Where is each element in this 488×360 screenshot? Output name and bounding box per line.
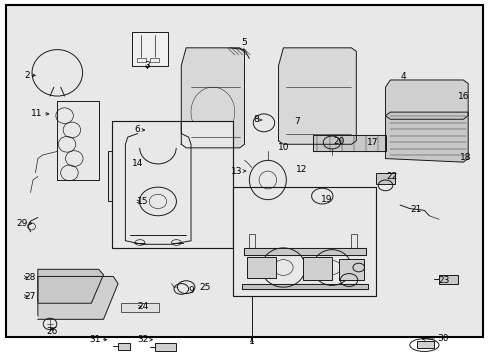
- Text: 29: 29: [17, 219, 28, 228]
- Bar: [120, 303, 159, 312]
- Text: 8: 8: [253, 116, 259, 125]
- Bar: [302, 257, 331, 280]
- Text: 32: 32: [137, 335, 148, 344]
- Bar: [108, 152, 119, 202]
- Polygon shape: [38, 276, 118, 319]
- Polygon shape: [244, 248, 366, 255]
- Text: 7: 7: [293, 117, 299, 126]
- FancyBboxPatch shape: [6, 5, 482, 337]
- Text: 21: 21: [410, 205, 421, 214]
- Bar: [339, 258, 363, 280]
- Bar: [122, 152, 133, 202]
- Text: 2: 2: [24, 71, 30, 80]
- Bar: [249, 234, 255, 248]
- Text: 6: 6: [134, 126, 140, 135]
- Text: 1: 1: [248, 337, 254, 346]
- Bar: [131, 32, 168, 66]
- Bar: [351, 234, 357, 248]
- Text: 12: 12: [295, 165, 306, 174]
- Polygon shape: [385, 80, 467, 119]
- Text: 27: 27: [25, 292, 36, 301]
- Bar: [136, 58, 146, 62]
- Text: 20: 20: [332, 137, 344, 146]
- Polygon shape: [242, 284, 368, 289]
- Bar: [118, 343, 130, 350]
- Text: 13: 13: [230, 167, 242, 176]
- Text: 5: 5: [241, 38, 247, 47]
- Text: 22: 22: [386, 172, 397, 181]
- Bar: [233, 187, 375, 296]
- Bar: [154, 343, 176, 351]
- Text: 17: 17: [366, 138, 378, 147]
- Text: 26: 26: [46, 327, 58, 336]
- Text: 25: 25: [199, 283, 210, 292]
- Polygon shape: [312, 135, 385, 152]
- Text: 3: 3: [144, 61, 150, 70]
- Polygon shape: [181, 48, 244, 148]
- Text: 15: 15: [136, 197, 148, 206]
- Text: 24: 24: [137, 302, 148, 311]
- Text: 14: 14: [131, 159, 143, 168]
- Text: 10: 10: [277, 143, 288, 152]
- Bar: [438, 275, 458, 284]
- Bar: [246, 257, 276, 278]
- Text: 31: 31: [89, 335, 101, 344]
- Bar: [149, 58, 159, 62]
- Text: 9: 9: [188, 285, 194, 294]
- Text: 28: 28: [25, 273, 36, 282]
- Bar: [112, 121, 233, 248]
- Polygon shape: [385, 112, 467, 162]
- Text: 23: 23: [437, 276, 448, 285]
- Bar: [375, 173, 394, 184]
- Text: 16: 16: [458, 91, 469, 100]
- Bar: [416, 342, 433, 348]
- Text: 4: 4: [399, 72, 405, 81]
- Text: 18: 18: [459, 153, 470, 162]
- Text: 11: 11: [31, 109, 42, 118]
- Polygon shape: [38, 269, 103, 303]
- Text: 30: 30: [436, 334, 447, 343]
- Text: 19: 19: [321, 195, 332, 204]
- Polygon shape: [278, 48, 356, 144]
